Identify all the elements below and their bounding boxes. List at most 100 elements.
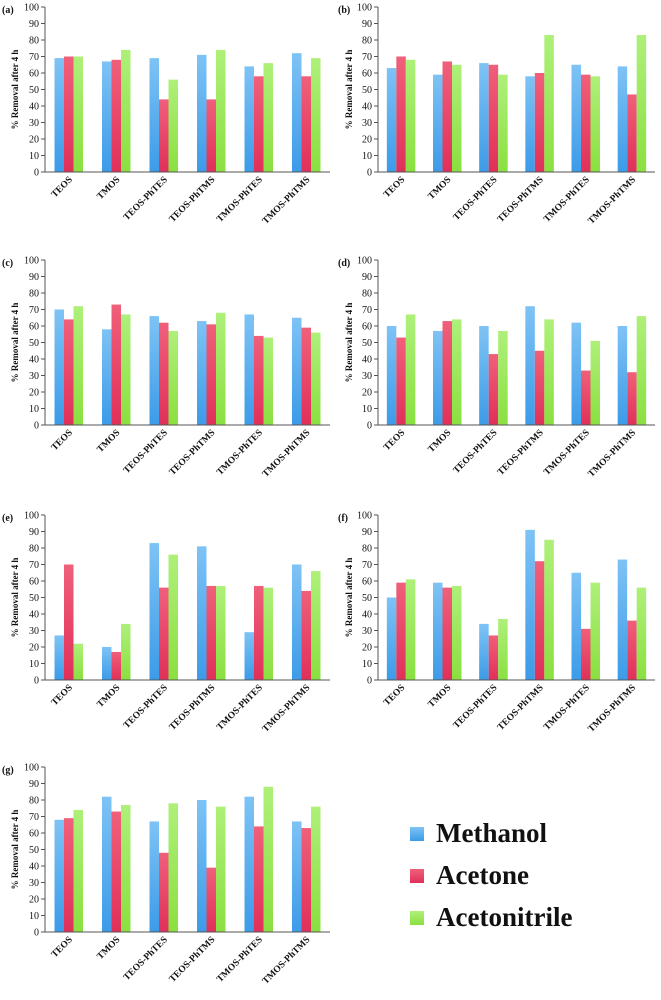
bar-methanol-tmos-phtes: [571, 572, 581, 680]
bar-acetonitrile-tmos-phtms: [311, 806, 321, 932]
bar-acetone-tmos-phtes: [254, 826, 264, 932]
bar-methanol-teos-phtes: [149, 58, 159, 172]
y-tick-label: 60: [362, 69, 372, 80]
bar-acetone-teos-phtms: [206, 99, 216, 172]
bar-methanol-tmos-phtms: [292, 821, 302, 932]
y-tick-label: 90: [29, 779, 39, 790]
bar-methanol-teos: [386, 597, 397, 680]
bar-methanol-teos-phtms: [525, 76, 535, 172]
bar-acetone-tmos: [111, 59, 121, 172]
chart-panel-e: (e) % Removal after 4 h 0 10 20 30 40 50 60 70 80 9…: [2, 511, 330, 735]
bar-acetonitrile-teos-phtes: [498, 330, 508, 425]
bar-acetonitrile-tmos-phtes: [590, 340, 600, 425]
y-tick-label: 80: [362, 289, 372, 300]
bar-acetonitrile-teos-phtes: [168, 79, 178, 172]
bar-methanol-teos-phtes: [149, 316, 159, 425]
legend-label-acetonitrile: Acetonitrile: [436, 902, 573, 932]
bar-acetonitrile-tmos: [121, 804, 131, 932]
bar-acetone-teos-phtes: [159, 587, 169, 680]
y-tick-label: 70: [29, 560, 39, 571]
y-tick-label: 30: [29, 626, 39, 637]
x-tick-label: TMOS-PhTMS: [261, 175, 312, 226]
bar-acetone-teos-phtms: [534, 73, 545, 172]
legend-swatch-acetonitrile: [410, 910, 424, 925]
x-tick-label: TEOS-PhTMS: [496, 683, 546, 733]
legend-label-acetone: Acetone: [436, 860, 529, 890]
y-tick-label: 20: [362, 135, 372, 146]
bar-acetonitrile-teos-phtms: [544, 35, 554, 172]
y-axis-label: % Removal after 4 h: [10, 303, 20, 383]
bar-acetonitrile-teos: [405, 59, 416, 172]
y-tick-label: 40: [29, 862, 39, 873]
bar-acetonitrile-teos-phtms: [544, 319, 554, 425]
y-tick-label: 50: [29, 338, 39, 349]
bar-acetone-tmos-phtms: [627, 372, 637, 425]
chart-panel-b: (b) % Removal after 4 h 0 10 20 30 40 50 60 70 80 9…: [338, 3, 655, 227]
x-tick-label: TMOS-PhTMS: [587, 175, 638, 226]
legend-swatch-methanol: [410, 826, 424, 841]
y-tick-label: 20: [362, 643, 372, 654]
bar-methanol-teos-phtes: [149, 821, 159, 932]
bar-acetonitrile-teos: [73, 56, 83, 172]
x-tick-label: TEOS: [50, 683, 75, 708]
x-tick-label: TEOS: [382, 428, 407, 453]
bar-methanol-teos-phtms: [197, 54, 207, 172]
y-axis-label: % Removal after 4 h: [10, 558, 20, 638]
y-tick-label: 70: [362, 560, 372, 571]
bar-acetone-tmos: [111, 304, 121, 425]
bar-methanol-teos: [386, 68, 397, 172]
bar-methanol-tmos: [433, 74, 443, 172]
x-tick-label: TMOS: [96, 935, 123, 962]
y-tick-label: 60: [29, 322, 39, 333]
legend-swatch-acetone: [410, 868, 424, 883]
bar-acetonitrile-teos: [405, 579, 416, 680]
bar-acetone-teos: [64, 564, 74, 680]
y-tick-label: 40: [362, 355, 372, 366]
y-tick-label: 40: [29, 102, 39, 113]
bar-acetonitrile-tmos-phtes: [263, 587, 273, 680]
x-tick-label: TEOS-PhTES: [452, 683, 500, 731]
x-tick-label: TMOS-PhTMS: [261, 428, 312, 479]
y-tick-label: 30: [29, 371, 39, 382]
bar-acetonitrile-teos-phtes: [498, 74, 508, 172]
bar-acetonitrile-tmos-phtes: [263, 63, 273, 172]
bar-methanol-teos: [386, 326, 397, 425]
bar-methanol-tmos-phtms: [617, 326, 628, 425]
bar-acetonitrile-tmos-phtms: [636, 587, 647, 680]
y-tick-label: 100: [24, 511, 39, 522]
y-tick-label: 90: [362, 527, 372, 538]
bar-methanol-tmos: [102, 329, 112, 425]
bar-acetonitrile-teos: [73, 809, 83, 932]
y-tick-label: 20: [29, 135, 39, 146]
bar-acetonitrile-tmos-phtms: [311, 58, 321, 172]
y-tick-label: 10: [362, 659, 372, 670]
y-tick-label: 0: [367, 676, 372, 687]
y-tick-label: 10: [29, 659, 39, 670]
bar-methanol-teos-phtms: [197, 546, 207, 680]
y-tick-label: 10: [29, 151, 39, 162]
bar-acetonitrile-teos-phtes: [168, 554, 178, 680]
bar-methanol-tmos: [102, 61, 112, 173]
bar-acetone-teos: [64, 818, 74, 932]
x-tick-label: TEOS: [50, 428, 75, 453]
x-tick-label: TEOS: [50, 935, 75, 960]
chart-panel-c: (c) % Removal after 4 h 0 10 20 30 40 50 60 70 80 9…: [2, 256, 330, 480]
x-tick-label: TMOS: [427, 175, 454, 202]
y-tick-label: 10: [29, 911, 39, 922]
bar-acetonitrile-tmos-phtes: [590, 582, 600, 680]
y-tick-label: 80: [362, 36, 372, 47]
bar-methanol-teos: [54, 635, 64, 680]
bar-methanol-tmos-phtms: [292, 564, 302, 680]
y-tick-label: 40: [362, 610, 372, 621]
y-tick-label: 50: [362, 593, 372, 604]
bar-methanol-tmos-phtms: [292, 53, 302, 173]
bar-acetone-teos-phtms: [534, 350, 545, 425]
x-tick-label: TEOS-PhTES: [122, 428, 170, 476]
bar-acetone-teos-phtes: [488, 635, 499, 680]
bar-acetone-tmos-phtms: [301, 590, 311, 680]
bar-methanol-teos-phtms: [525, 529, 535, 680]
x-tick-label: TEOS-PhTMS: [496, 428, 546, 478]
y-tick-label: 50: [29, 593, 39, 604]
y-tick-label: 20: [29, 895, 39, 906]
y-tick-label: 70: [29, 52, 39, 63]
